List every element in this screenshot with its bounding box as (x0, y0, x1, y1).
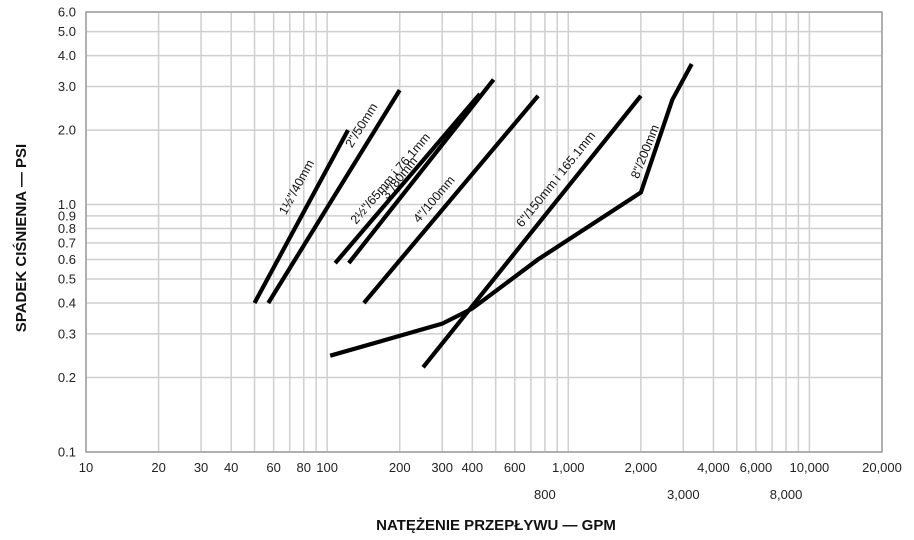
y-axis-tick-labels: 0.1 0.2 0.3 0.4 0.5 0.6 0.70.80.91.0 2.0 3.0 4.0 5… (58, 5, 76, 460)
series-line-5 (362, 94, 540, 305)
y-tick-label: 1.0 (58, 197, 76, 212)
series-line-4 (347, 78, 496, 265)
grid-lines (85, 11, 883, 453)
y-tick-label: 5.0 (58, 24, 76, 39)
series-line-6 (421, 94, 643, 369)
x-tick-label: 600 (504, 460, 526, 475)
x-axis-title: NATĘŻENIE PRZEPŁYWU — GPM (376, 517, 616, 534)
y-tick-label: 0.8 (58, 221, 76, 236)
plot-area-frame (85, 11, 883, 453)
y-tick-label: 0.3 (58, 326, 76, 341)
x-tick-label: 100 (316, 460, 338, 475)
x-tick-label: 10 (79, 460, 93, 475)
x-tick-label: 10,000 (790, 460, 830, 475)
series-line-3 (333, 92, 482, 265)
x-tick-label: 40 (224, 460, 238, 475)
series-label-2: 2"/50mm (343, 101, 381, 151)
x-tick-label: 60 (266, 460, 280, 475)
y-tick-label: 0.9 (58, 208, 76, 223)
y-tick-label: 6.0 (58, 5, 76, 20)
series-label-1: 1½"/40mm (276, 158, 317, 217)
series-line-2 (266, 88, 402, 305)
series-label-6: 6"/150mm i 165.1mm (513, 129, 598, 230)
x-tick-label: 80 (297, 460, 311, 475)
y-axis-title: SPADEK CIŚNIENIA — PSI (12, 144, 30, 332)
y-tick-label: 0.7 (58, 235, 76, 250)
x-axis-tick-labels: 10 20 30 40 60 80 100 200 300 400 600 1,000 2,000 4,0… (79, 460, 902, 502)
x-tick-label: 30 (194, 460, 208, 475)
x-tick-label: 3,000 (667, 487, 700, 502)
x-tick-label: 2,000 (625, 460, 658, 475)
y-tick-label: 0.2 (58, 370, 76, 385)
x-tick-label: 4,000 (697, 460, 730, 475)
series-lines (252, 62, 694, 369)
series-line-1 (252, 129, 350, 304)
x-tick-label: 300 (431, 460, 453, 475)
y-tick-label: 4.0 (58, 48, 76, 63)
x-tick-label: 1,000 (552, 460, 585, 475)
x-tick-label: 200 (389, 460, 411, 475)
x-tick-label: 8,000 (770, 487, 803, 502)
y-tick-label: 0.6 (58, 252, 76, 267)
y-tick-label: 0.4 (58, 296, 76, 311)
x-tick-label: 6,000 (740, 460, 773, 475)
y-tick-label: 0.5 (58, 272, 76, 287)
x-tick-label: 400 (461, 460, 483, 475)
series-line-7 (329, 62, 694, 358)
series-label-7: 8"/200mm (628, 123, 662, 181)
y-tick-label: 3.0 (58, 79, 76, 94)
y-tick-label: 2.0 (58, 123, 76, 138)
x-tick-label: 20,000 (862, 460, 902, 475)
x-tick-label: 20 (151, 460, 165, 475)
x-tick-label: 800 (534, 487, 556, 502)
y-tick-label: 0.1 (58, 445, 76, 460)
